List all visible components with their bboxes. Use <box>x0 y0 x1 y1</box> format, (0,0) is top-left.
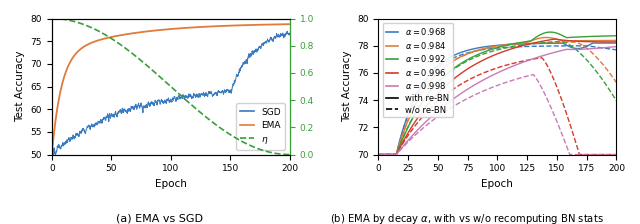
Text: (b) EMA by decay $\alpha$, with vs w/o recomputing BN stats: (b) EMA by decay $\alpha$, with vs w/o r… <box>330 212 604 224</box>
Text: (a) EMA vs SGD: (a) EMA vs SGD <box>116 214 204 224</box>
X-axis label: Epoch: Epoch <box>481 179 513 189</box>
Legend: $\alpha=0.968$, $\alpha=0.984$, $\alpha=0.992$, $\alpha=0.996$, $\alpha=0.998$, : $\alpha=0.968$, $\alpha=0.984$, $\alpha=… <box>383 23 452 117</box>
Y-axis label: Test Accuracy: Test Accuracy <box>342 51 351 122</box>
Legend: SGD, EMA, $\eta$: SGD, EMA, $\eta$ <box>236 103 285 150</box>
Y-axis label: Test Accuracy: Test Accuracy <box>15 51 25 122</box>
X-axis label: Epoch: Epoch <box>155 179 187 189</box>
